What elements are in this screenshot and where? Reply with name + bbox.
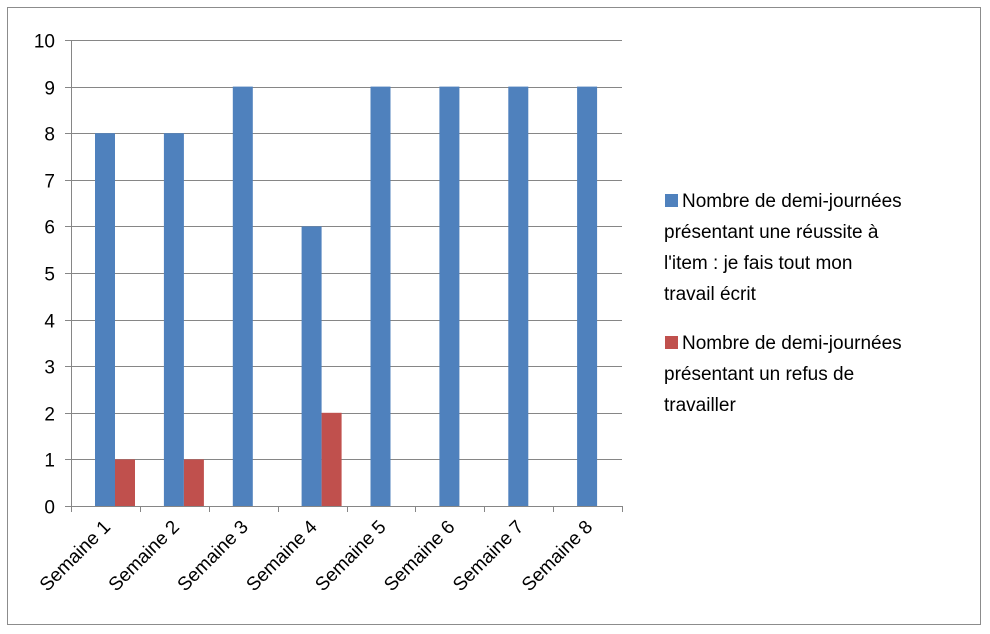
bar-reussite-semaine-7: [508, 86, 529, 506]
x-tick-label-semaine-5: Semaine 5: [311, 517, 390, 596]
y-tick-label-10: 10: [34, 32, 55, 53]
x-tick-label-semaine-7: Semaine 7: [449, 517, 528, 596]
bar-refus-semaine-2: [183, 459, 204, 506]
legend-swatch-reussite: [665, 194, 678, 207]
legend-item-reussite: Nombre de demi-journées présentant une ré…: [664, 191, 902, 305]
y-axis-tick-labels: 0 1 2 3 4 5 6 7 8 9 10: [34, 32, 56, 519]
y-tick-label-8: 8: [44, 125, 55, 146]
axes: [65, 40, 623, 512]
y-tick-label-1: 1: [44, 451, 55, 472]
bar-reussite-semaine-1: [95, 133, 115, 506]
gridlines: [71, 40, 622, 460]
legend-label-line: Nombre de demi-journées: [682, 333, 902, 354]
legend-label-line: travailler: [664, 395, 736, 416]
legend-label-line: présentant une réussite à: [664, 222, 879, 243]
bars: [95, 86, 598, 506]
y-tick-label-7: 7: [44, 172, 55, 193]
x-tick-label-semaine-6: Semaine 6: [380, 517, 459, 596]
bar-reussite-semaine-3: [232, 86, 253, 506]
y-tick-label-9: 9: [44, 79, 55, 100]
legend-swatch-refus: [665, 336, 678, 349]
bar-reussite-semaine-2: [163, 133, 184, 506]
bar-refus-semaine-1: [115, 459, 135, 506]
bar-reussite-semaine-5: [370, 86, 391, 506]
bar-reussite-semaine-4: [301, 226, 322, 506]
x-tick-label-semaine-3: Semaine 3: [174, 517, 253, 596]
y-tick-label-6: 6: [44, 218, 55, 239]
x-tick-label-semaine-4: Semaine 4: [243, 516, 322, 595]
x-tick-label-semaine-8: Semaine 8: [518, 517, 597, 596]
legend-label-line: présentant un refus de: [664, 364, 854, 385]
legend-item-refus: Nombre de demi-journées présentant un ref…: [664, 333, 902, 416]
y-tick-label-0: 0: [44, 498, 55, 519]
legend: Nombre de demi-journées présentant une ré…: [664, 191, 902, 416]
y-tick-label-5: 5: [44, 265, 55, 286]
y-tick-label-3: 3: [44, 358, 55, 379]
x-tick-label-semaine-2: Semaine 2: [105, 517, 184, 596]
legend-label-line: l'item : je fais tout mon: [664, 253, 852, 274]
bar-reussite-semaine-6: [439, 86, 460, 506]
bar-refus-semaine-4: [321, 412, 342, 506]
legend-label-line: travail écrit: [664, 284, 757, 305]
legend-label-reussite: Nombre de demi-journées présentant une ré…: [664, 191, 902, 305]
legend-label-refus: Nombre de demi-journées présentant un ref…: [664, 333, 902, 416]
legend-label-line: Nombre de demi-journées: [682, 191, 902, 212]
y-tick-label-4: 4: [44, 312, 55, 333]
x-tick-label-semaine-1: Semaine 1: [36, 517, 115, 596]
bar-reussite-semaine-8: [577, 86, 598, 506]
y-tick-label-2: 2: [44, 405, 55, 426]
